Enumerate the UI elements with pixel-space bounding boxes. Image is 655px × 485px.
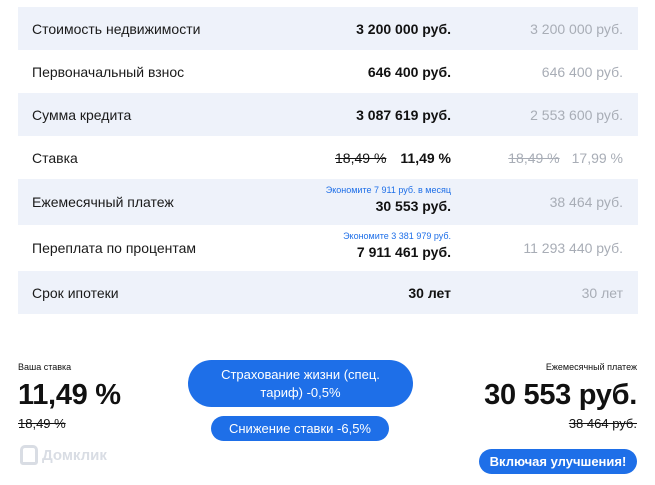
row-label: Стоимость недвижимости	[32, 20, 201, 37]
monthly-payment-label: Ежемесячный платеж	[545, 362, 637, 372]
row-label: Ставка	[32, 149, 78, 166]
base-new-rate: 17,99 %	[571, 149, 623, 166]
row-label: Первоначальный взнос	[32, 63, 185, 80]
row-value: Экономите 3 381 979 руб. 7 911 461 руб.	[343, 230, 451, 261]
monthly-payment-block: Ежемесячный платеж 30 553 руб. 38 464 ру…	[484, 362, 637, 431]
table-row: Ставка 18,49 % 11,49 % 18,49 % 17,99 %	[18, 136, 638, 179]
your-rate-value: 11,49 %	[18, 379, 121, 411]
row-value: 3 200 000 руб.	[356, 20, 451, 37]
savings-hint: Экономите 3 381 979 руб.	[343, 231, 451, 241]
old-rate-value: 18,49 %	[335, 149, 387, 166]
summary-panel: Ваша ставка 11,49 % 18,49 % Страхование …	[0, 355, 655, 485]
new-rate-value: 11,49 %	[400, 149, 451, 166]
row-value: 18,49 % 11,49 %	[335, 150, 451, 166]
row-value-amount: 30 553 руб.	[375, 198, 451, 214]
table-row: Первоначальный взнос 646 400 руб. 646 40…	[18, 50, 638, 93]
monthly-payment-value: 30 553 руб.	[484, 379, 637, 411]
table-row: Ежемесячный платеж Экономите 7 911 руб. …	[18, 179, 638, 225]
savings-hint: Экономите 7 911 руб. в месяц	[325, 185, 451, 195]
row-label: Переплата по процентам	[32, 240, 197, 256]
house-logo-icon	[20, 445, 38, 465]
table-row: Сумма кредита 3 087 619 руб. 2 553 600 р…	[18, 93, 638, 136]
table-row: Переплата по процентам Экономите 3 381 9…	[18, 225, 638, 271]
row-base-value: 646 400 руб.	[541, 63, 623, 80]
row-label: Срок ипотеки	[32, 284, 119, 301]
life-insurance-button[interactable]: Страхование жизни (спец. тариф) -0,5%	[188, 360, 413, 407]
row-value-amount: 7 911 461 руб.	[356, 244, 451, 260]
row-base-value: 18,49 % 17,99 %	[508, 150, 623, 166]
base-old-rate: 18,49 %	[508, 149, 560, 166]
row-base-value: 30 лет	[581, 284, 623, 301]
table-row: Стоимость недвижимости 3 200 000 руб. 3 …	[18, 7, 638, 50]
monthly-payment-old: 38 464 руб.	[568, 416, 637, 431]
row-value: Экономите 7 911 руб. в месяц 30 553 руб.	[326, 184, 451, 215]
your-rate-label: Ваша ставка	[18, 362, 72, 372]
your-rate-old: 18,49 %	[18, 416, 66, 431]
row-value: 646 400 руб.	[367, 63, 451, 80]
table-row: Срок ипотеки 30 лет 30 лет	[18, 271, 638, 314]
watermark-text: Домклик	[42, 446, 107, 464]
improvements-button[interactable]: Включая улучшения!	[479, 449, 637, 474]
domclick-watermark: Домклик	[20, 445, 107, 465]
your-rate-block: Ваша ставка 11,49 % 18,49 %	[18, 362, 121, 431]
comparison-table: Стоимость недвижимости 3 200 000 руб. 3 …	[18, 7, 638, 314]
rate-discount-button[interactable]: Снижение ставки -6,5%	[211, 416, 389, 441]
row-base-value: 2 553 600 руб.	[530, 106, 623, 123]
row-base-value: 11 293 440 руб.	[523, 240, 623, 256]
row-base-value: 3 200 000 руб.	[530, 20, 623, 37]
row-value: 30 лет	[408, 284, 451, 301]
row-value: 3 087 619 руб.	[356, 106, 451, 123]
row-label: Сумма кредита	[32, 106, 132, 123]
row-base-value: 38 464 руб.	[549, 194, 623, 210]
row-label: Ежемесячный платеж	[32, 194, 174, 210]
